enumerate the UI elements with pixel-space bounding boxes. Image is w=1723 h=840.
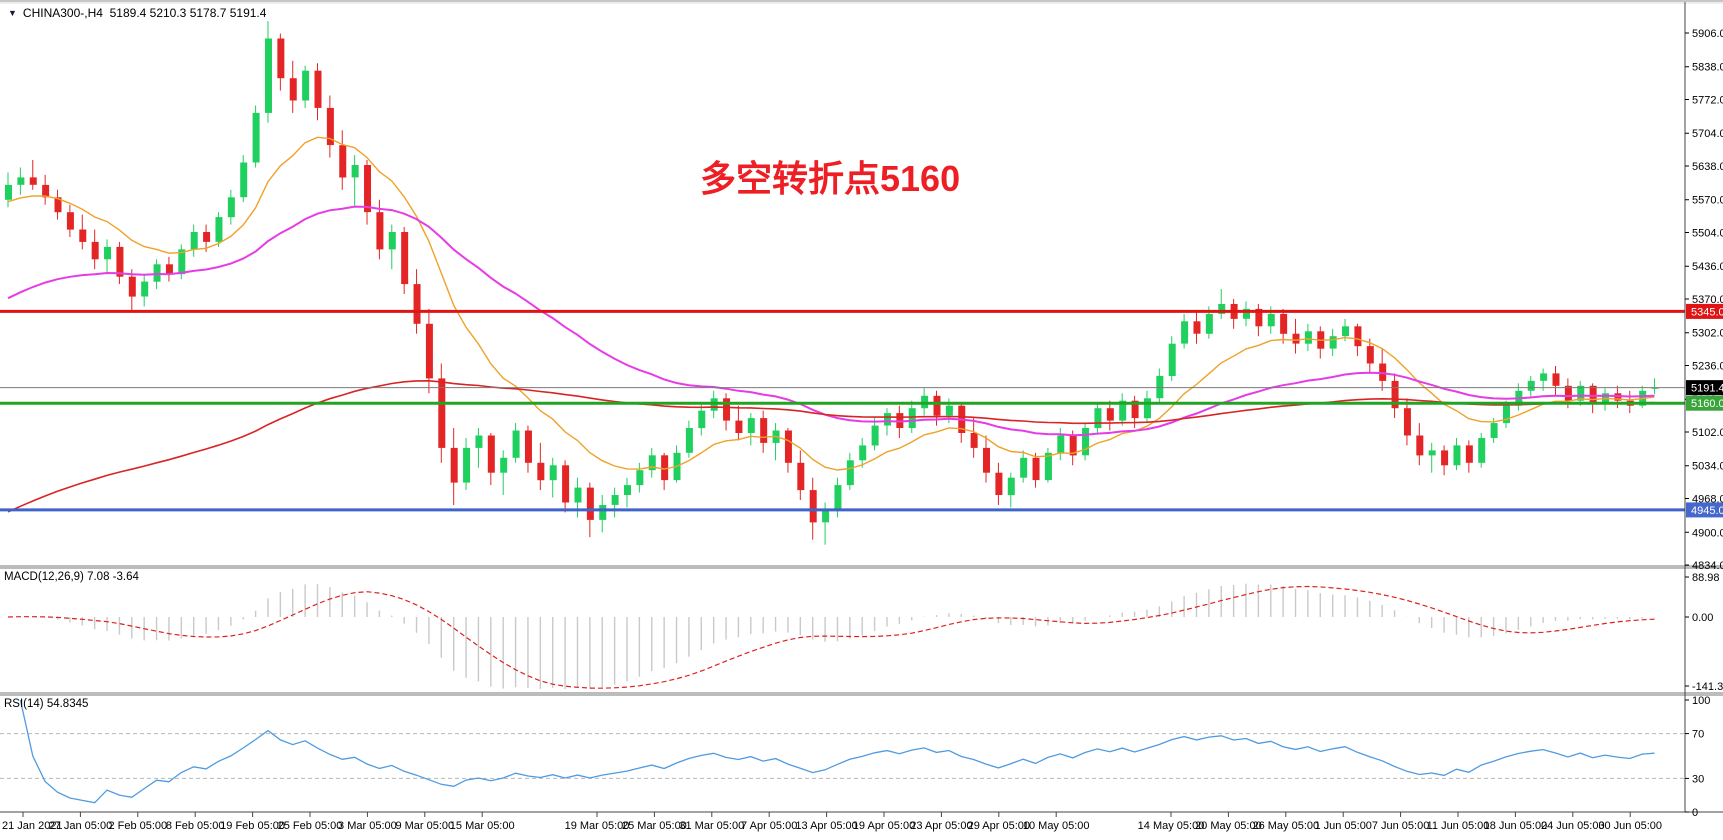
svg-text:5191.4: 5191.4 [1691, 383, 1723, 395]
svg-text:15 Mar 05:00: 15 Mar 05:00 [450, 820, 515, 832]
svg-text:0: 0 [1692, 807, 1698, 819]
svg-text:2 Feb 05:00: 2 Feb 05:00 [108, 820, 167, 832]
svg-text:5906.0: 5906.0 [1692, 28, 1723, 40]
svg-text:70: 70 [1692, 729, 1704, 741]
svg-text:11 Jun 05:00: 11 Jun 05:00 [1427, 820, 1490, 832]
moving-averages [7, 136, 1655, 513]
svg-text:88.98: 88.98 [1692, 572, 1720, 584]
svg-text:30: 30 [1692, 773, 1704, 785]
svg-text:0.00: 0.00 [1692, 612, 1713, 624]
svg-text:5102.0: 5102.0 [1692, 427, 1723, 439]
svg-text:5504.0: 5504.0 [1692, 227, 1723, 239]
svg-text:5034.0: 5034.0 [1692, 461, 1723, 473]
svg-text:5638.0: 5638.0 [1692, 161, 1723, 173]
symbol-ohlc-label: CHINA300-,H4 5189.4 5210.3 5178.7 5191.4 [22, 6, 267, 20]
svg-text:27 Jan 05:00: 27 Jan 05:00 [49, 820, 113, 832]
macd-signal-line [7, 585, 1655, 689]
svg-text:3 Mar 05:00: 3 Mar 05:00 [338, 820, 397, 832]
svg-text:21 Jan 2021: 21 Jan 2021 [2, 820, 63, 832]
ma-fast-orange [7, 136, 1655, 471]
rsi-pane: 100 70 30 0 [0, 695, 1710, 819]
svg-text:20 May 05:00: 20 May 05:00 [1195, 820, 1262, 832]
svg-text:5570.0: 5570.0 [1692, 195, 1723, 207]
svg-text:5236.0: 5236.0 [1692, 361, 1723, 373]
svg-text:5302.0: 5302.0 [1692, 328, 1723, 340]
badge-5160.0 [1686, 395, 1723, 411]
svg-text:7 Jun 05:00: 7 Jun 05:00 [1372, 820, 1430, 832]
svg-text:19 Feb 05:00: 19 Feb 05:00 [220, 820, 285, 832]
ma-slow-red [7, 379, 1655, 513]
svg-text:23 Apr 05:00: 23 Apr 05:00 [910, 820, 972, 832]
svg-text:31 Mar 05:00: 31 Mar 05:00 [679, 820, 744, 832]
badge-4945.0 [1686, 502, 1723, 518]
svg-text:4834.0: 4834.0 [1692, 560, 1723, 572]
svg-text:30 Jun 05:00: 30 Jun 05:00 [1598, 820, 1662, 832]
svg-text:5345.0: 5345.0 [1691, 306, 1723, 318]
svg-text:-141.39: -141.39 [1692, 681, 1723, 693]
price-badges: 5345.0 5160.0 4945.0 5191.4 [1686, 303, 1723, 518]
svg-text:8 Feb 05:00: 8 Feb 05:00 [166, 820, 225, 832]
support-resistance-lines[interactable] [0, 309, 1685, 512]
svg-text:14 May 05:00: 14 May 05:00 [1138, 820, 1205, 832]
svg-text:29 Apr 05:00: 29 Apr 05:00 [968, 820, 1030, 832]
svg-text:25 Mar 05:00: 25 Mar 05:00 [622, 820, 687, 832]
ma-mid-magenta [7, 205, 1655, 437]
svg-text:25 Feb 05:00: 25 Feb 05:00 [278, 820, 343, 832]
svg-text:4945.0: 4945.0 [1691, 505, 1723, 517]
svg-text:5838.0: 5838.0 [1692, 62, 1723, 74]
svg-text:9 Mar 05:00: 9 Mar 05:00 [395, 820, 454, 832]
symbol-header: ▼ CHINA300-,H4 5189.4 5210.3 5178.7 5191.… [8, 6, 266, 20]
svg-text:4900.0: 4900.0 [1692, 527, 1723, 539]
badge-5191.4 [1686, 380, 1723, 396]
svg-text:19 Mar 05:00: 19 Mar 05:00 [565, 820, 630, 832]
symbol-dropdown-icon[interactable]: ▼ [8, 8, 17, 18]
svg-text:26 May 05:00: 26 May 05:00 [1252, 820, 1319, 832]
svg-text:13 Apr 05:00: 13 Apr 05:00 [795, 820, 857, 832]
svg-text:7 Apr 05:00: 7 Apr 05:00 [741, 820, 797, 832]
macd-label: MACD(12,26,9) 7.08 -3.64 [4, 571, 139, 583]
svg-text:24 Jun 05:00: 24 Jun 05:00 [1541, 820, 1605, 832]
svg-text:5436.0: 5436.0 [1692, 261, 1723, 273]
badge-5345.0 [1686, 303, 1723, 319]
svg-text:19 Apr 05:00: 19 Apr 05:00 [853, 820, 915, 832]
svg-text:5772.0: 5772.0 [1692, 94, 1723, 106]
candles-layer [5, 21, 1659, 545]
rsi-line [19, 699, 1655, 804]
svg-text:5704.0: 5704.0 [1692, 128, 1723, 140]
svg-text:5370.0: 5370.0 [1692, 294, 1723, 306]
rsi-label: RSI(14) 54.8345 [4, 698, 89, 710]
svg-text:10 May 05:00: 10 May 05:00 [1023, 820, 1090, 832]
annotation-text: 多空转折点5160 [700, 158, 961, 199]
svg-text:100: 100 [1692, 695, 1710, 707]
svg-text:5160.0: 5160.0 [1691, 398, 1723, 410]
svg-text:1 Jun 05:00: 1 Jun 05:00 [1314, 820, 1372, 832]
macd-pane: 88.98 0.00 -141.39 [7, 572, 1723, 693]
svg-text:18 Jun 05:00: 18 Jun 05:00 [1484, 820, 1548, 832]
price-axis: 5906.0 5838.0 5772.0 5704.0 5638.0 5570.0 5504… [1685, 28, 1723, 572]
